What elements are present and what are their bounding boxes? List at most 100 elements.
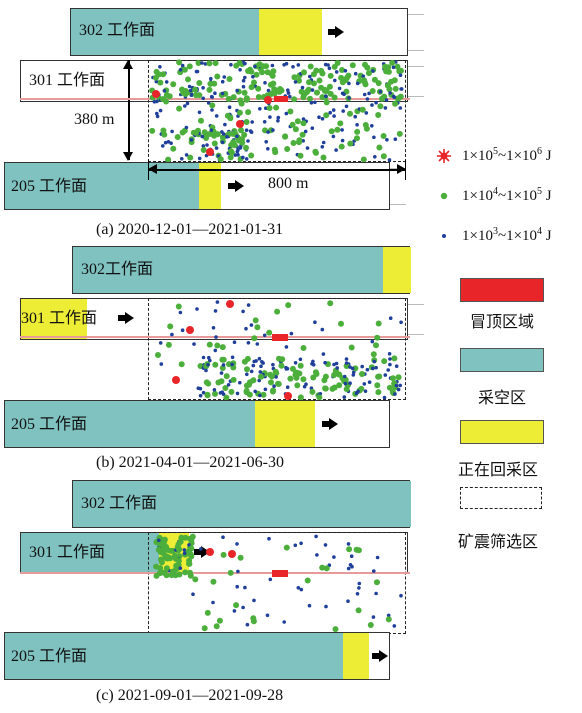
event-mid-energy [243, 119, 250, 125]
event-mid-energy [395, 95, 402, 102]
event-low-energy [220, 79, 225, 84]
event-mid-energy [179, 129, 186, 136]
event-mid-energy [391, 355, 398, 362]
event-mid-energy [252, 317, 259, 324]
event-low-energy [266, 88, 271, 93]
goaf-region [5, 163, 199, 209]
event-mid-energy [181, 66, 188, 73]
dim-horizontal-label: 800 m [268, 175, 309, 192]
legend-roof-label: 冒顶区域 [470, 314, 535, 331]
event-mid-energy [210, 578, 217, 585]
event-mid-energy [220, 551, 227, 558]
event-mid-energy [298, 88, 305, 95]
event-low-energy [157, 538, 161, 543]
event-low-energy [236, 148, 240, 152]
mining-region [383, 247, 411, 293]
event-mid-energy [272, 368, 279, 375]
event-low-energy [399, 87, 403, 91]
event-low-energy [197, 110, 202, 115]
event-mid-energy [180, 89, 187, 96]
event-mid-energy [271, 146, 278, 153]
event-low-energy [211, 600, 215, 605]
event-low-energy [334, 361, 339, 366]
event-low-energy [355, 81, 360, 86]
event-low-energy [255, 342, 260, 346]
event-low-energy [258, 107, 262, 111]
event-low-energy [374, 591, 378, 596]
event-low-energy [189, 92, 194, 97]
event-low-energy [244, 157, 249, 161]
event-mid-energy [349, 62, 356, 69]
event-mid-energy [311, 80, 317, 87]
event-mid-energy [289, 121, 296, 128]
event-low-energy [320, 145, 325, 149]
event-low-energy [363, 389, 368, 393]
event-low-energy [284, 61, 289, 66]
event-low-energy [300, 85, 305, 90]
event-low-energy [271, 128, 275, 132]
event-low-energy [398, 383, 402, 388]
event-mid-energy [394, 63, 401, 70]
event-mid-energy [347, 140, 354, 147]
event-low-energy [272, 384, 276, 388]
event-mid-energy [282, 133, 289, 140]
event-mid-energy [355, 547, 362, 554]
event-mid-energy [316, 77, 323, 84]
advance-arrow-icon [118, 312, 134, 324]
event-mid-energy [327, 300, 334, 307]
event-mid-energy [291, 96, 298, 103]
event-low-energy [320, 327, 325, 332]
event-mid-energy [241, 89, 248, 96]
event-low-energy [191, 592, 195, 596]
event-mid-energy [219, 344, 226, 351]
event-low-energy [371, 366, 375, 371]
event-low-energy [162, 89, 167, 93]
event-low-energy [328, 110, 332, 115]
event-mid-energy [398, 67, 404, 74]
screen-region [148, 298, 406, 400]
event-low-energy [386, 613, 391, 618]
event-low-energy [385, 138, 389, 142]
event-low-energy [357, 586, 361, 590]
event-low-energy [159, 362, 164, 366]
event-low-energy [383, 106, 388, 110]
event-low-energy [220, 140, 225, 145]
event-low-energy [229, 62, 233, 67]
energy-mid-marker [440, 192, 448, 200]
event-low-energy [210, 108, 214, 112]
event-low-energy [253, 389, 257, 394]
event-mid-energy [359, 371, 365, 377]
event-mid-energy [300, 120, 307, 127]
event-mid-energy [167, 323, 174, 330]
event-mid-energy [326, 83, 333, 90]
event-mid-energy [303, 89, 310, 96]
event-low-energy [195, 307, 199, 311]
event-low-energy [244, 128, 249, 132]
event-mid-energy [307, 63, 314, 70]
event-low-energy [203, 62, 208, 66]
event-low-energy [317, 115, 321, 119]
event-mid-energy [201, 625, 208, 632]
event-low-energy [387, 158, 392, 162]
event-mid-energy [297, 362, 304, 369]
event-low-energy [180, 328, 185, 332]
legend-goaf-label: 采空区 [478, 390, 527, 407]
event-low-energy [184, 125, 189, 130]
event-mid-energy [371, 76, 378, 83]
arrow-right-icon [397, 164, 406, 174]
event-low-energy [199, 547, 203, 551]
event-low-energy [213, 309, 218, 313]
event-mid-energy [338, 320, 344, 327]
event-mid-energy [254, 324, 261, 331]
event-mid-energy [310, 71, 317, 78]
event-mid-energy [227, 569, 234, 576]
face-302-label: 302 工作面 [79, 22, 156, 39]
event-low-energy [221, 535, 225, 539]
event-low-energy [214, 146, 219, 150]
event-low-energy [252, 598, 256, 603]
goaf-region [71, 9, 259, 55]
event-mid-energy [385, 616, 392, 623]
event-mid-energy [193, 92, 200, 99]
event-mid-energy [365, 70, 372, 77]
event-low-energy [261, 361, 265, 365]
